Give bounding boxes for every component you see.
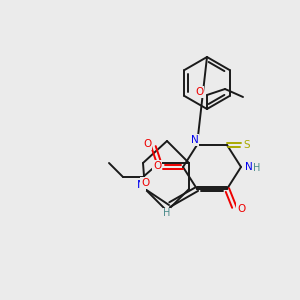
Text: O: O (237, 204, 245, 214)
Text: O: O (153, 161, 161, 171)
Text: H: H (163, 208, 171, 218)
Text: O: O (195, 87, 203, 97)
Text: O: O (143, 139, 151, 149)
Text: N: N (245, 162, 253, 172)
Text: H: H (253, 163, 261, 173)
Text: S: S (244, 140, 250, 150)
Text: O: O (141, 178, 149, 188)
Text: N: N (137, 180, 145, 190)
Text: N: N (191, 135, 199, 145)
